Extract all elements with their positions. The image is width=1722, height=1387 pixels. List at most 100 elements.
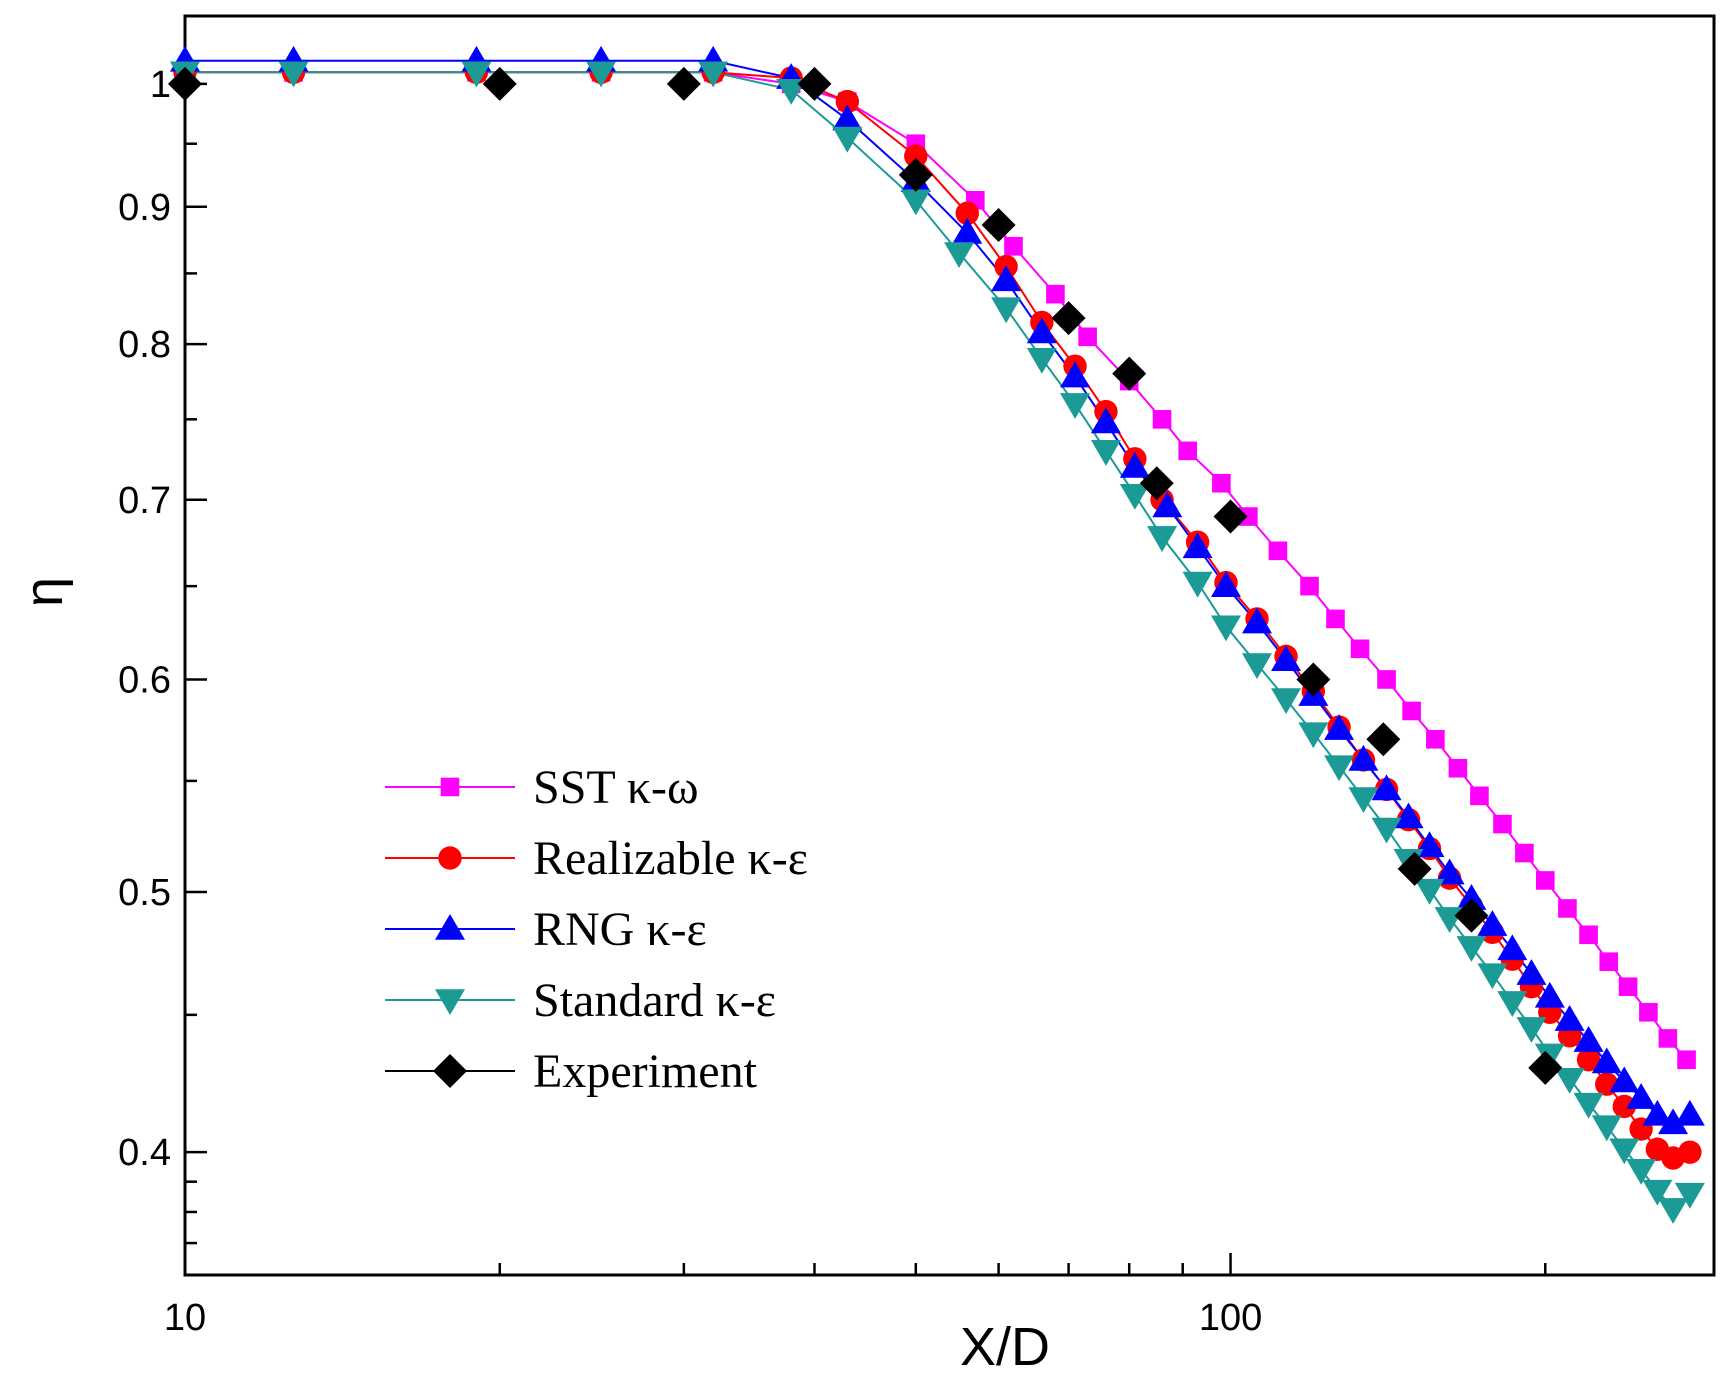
data-point-rng	[1242, 607, 1273, 634]
data-point-sst	[1268, 541, 1288, 561]
data-point-experiment	[1112, 356, 1147, 391]
data-point-realizable	[1576, 1048, 1601, 1072]
legend-label: SST κ-ω	[533, 761, 699, 814]
data-point-sst	[1046, 284, 1065, 304]
data-point-sst	[1658, 1029, 1678, 1048]
data-point-rng	[832, 104, 863, 131]
series-markers-standard	[170, 61, 1705, 1224]
legend-item-standard: Standard κ-ε	[385, 974, 776, 1027]
data-point-experiment	[482, 66, 517, 101]
data-point-experiment	[666, 66, 701, 101]
data-point-standard	[461, 61, 492, 88]
y-tick-label: 0.9	[118, 187, 171, 229]
data-point-sst	[1579, 925, 1598, 945]
data-point-standard	[1371, 817, 1402, 844]
data-point-sst	[1178, 441, 1198, 461]
data-point-rng	[1658, 1108, 1689, 1135]
data-point-sst	[1402, 701, 1421, 721]
data-point-sst	[1535, 871, 1555, 890]
legend-label: Experiment	[533, 1045, 758, 1098]
data-point-experiment	[1528, 1050, 1563, 1085]
data-point-rng	[1119, 451, 1150, 478]
data-point-sst	[1078, 327, 1097, 347]
data-point-standard	[1609, 1138, 1640, 1165]
data-point-rng	[1026, 317, 1057, 344]
legend-item-experiment: Experiment	[385, 1045, 758, 1098]
data-point-sst	[1004, 236, 1023, 256]
data-point-experiment	[1051, 301, 1086, 336]
legend-marker-realizable	[438, 846, 462, 870]
data-point-experiment	[1454, 898, 1489, 933]
data-point-rng	[991, 265, 1022, 292]
data-point-standard	[1626, 1158, 1657, 1185]
data-point-rng	[1591, 1047, 1622, 1074]
data-point-rng	[1516, 959, 1547, 985]
data-point-standard	[1060, 393, 1091, 419]
legend: SST κ-ω Realizable κ-ε RNG κ-ε Standard κ-ε…	[385, 761, 808, 1098]
data-point-experiment	[797, 66, 832, 101]
data-point-rng	[1477, 910, 1508, 936]
data-point-rng	[1371, 774, 1402, 801]
data-point-standard	[944, 242, 975, 269]
data-point-rng	[1271, 645, 1302, 671]
data-point-standard	[1271, 688, 1302, 715]
y-tick-label: 0.4	[118, 1132, 171, 1174]
data-point-standard	[586, 61, 617, 88]
data-point-realizable	[955, 201, 979, 225]
data-point-rng	[1534, 981, 1565, 1008]
data-point-rng	[1456, 884, 1487, 910]
data-point-standard	[1210, 615, 1241, 642]
data-point-experiment	[1366, 722, 1401, 757]
tick-labels: 10 100 0.4 0.5 0.6 0.7 0.8 0.9 1	[118, 64, 1262, 1339]
data-point-rng	[1554, 1005, 1585, 1031]
data-point-sst	[1350, 639, 1370, 659]
data-point-standard	[1497, 991, 1528, 1017]
data-point-rng	[1210, 571, 1241, 597]
data-point-experiment	[1139, 466, 1174, 501]
data-point-standard	[1242, 653, 1273, 680]
legend-label: Standard κ-ε	[533, 974, 776, 1027]
data-point-standard	[900, 189, 931, 216]
data-point-sst	[1618, 977, 1638, 996]
data-point-sst	[1300, 576, 1319, 596]
data-point-standard	[1298, 722, 1329, 749]
x-tick-label: 100	[1199, 1297, 1262, 1339]
data-point-experiment	[1213, 499, 1248, 534]
legend-item-realizable: Realizable κ-ε	[385, 832, 808, 885]
data-point-standard	[698, 61, 729, 88]
data-point-standard	[1456, 936, 1487, 962]
data-point-sst	[1239, 507, 1258, 526]
data-point-rng	[952, 217, 983, 244]
series-markers-experiment	[168, 66, 1563, 1085]
data-point-standard	[776, 78, 807, 105]
data-point-sst	[1426, 729, 1445, 749]
data-point-rng	[1152, 491, 1183, 518]
data-point-standard	[1182, 571, 1213, 598]
data-point-standard	[1414, 878, 1445, 905]
data-point-sst	[1558, 899, 1577, 918]
data-point-sst	[1470, 786, 1489, 806]
data-point-rng	[1674, 1099, 1705, 1126]
data-point-rng	[1060, 361, 1091, 388]
legend-marker-rng	[435, 914, 465, 940]
data-point-standard	[1674, 1182, 1705, 1209]
data-point-rng	[1324, 714, 1355, 740]
data-point-standard	[1554, 1067, 1585, 1094]
y-axis-title: η	[14, 577, 74, 607]
y-tick-label: 0.8	[118, 324, 171, 366]
data-point-sst	[1493, 814, 1512, 834]
data-point-realizable	[904, 144, 928, 168]
data-point-standard	[1119, 483, 1150, 510]
legend-label: Realizable κ-ε	[533, 832, 808, 885]
data-point-standard	[1090, 440, 1121, 466]
data-point-rng	[1642, 1099, 1673, 1126]
data-point-rng	[1090, 407, 1121, 434]
data-point-sst	[1377, 670, 1396, 689]
data-point-realizable	[1612, 1094, 1636, 1119]
y-tick-label: 1	[150, 64, 171, 106]
axis-ticks	[183, 82, 1547, 1275]
legend-label: RNG κ-ε	[533, 903, 707, 956]
data-point-sst	[1152, 410, 1172, 429]
data-point-rng	[1348, 744, 1379, 771]
